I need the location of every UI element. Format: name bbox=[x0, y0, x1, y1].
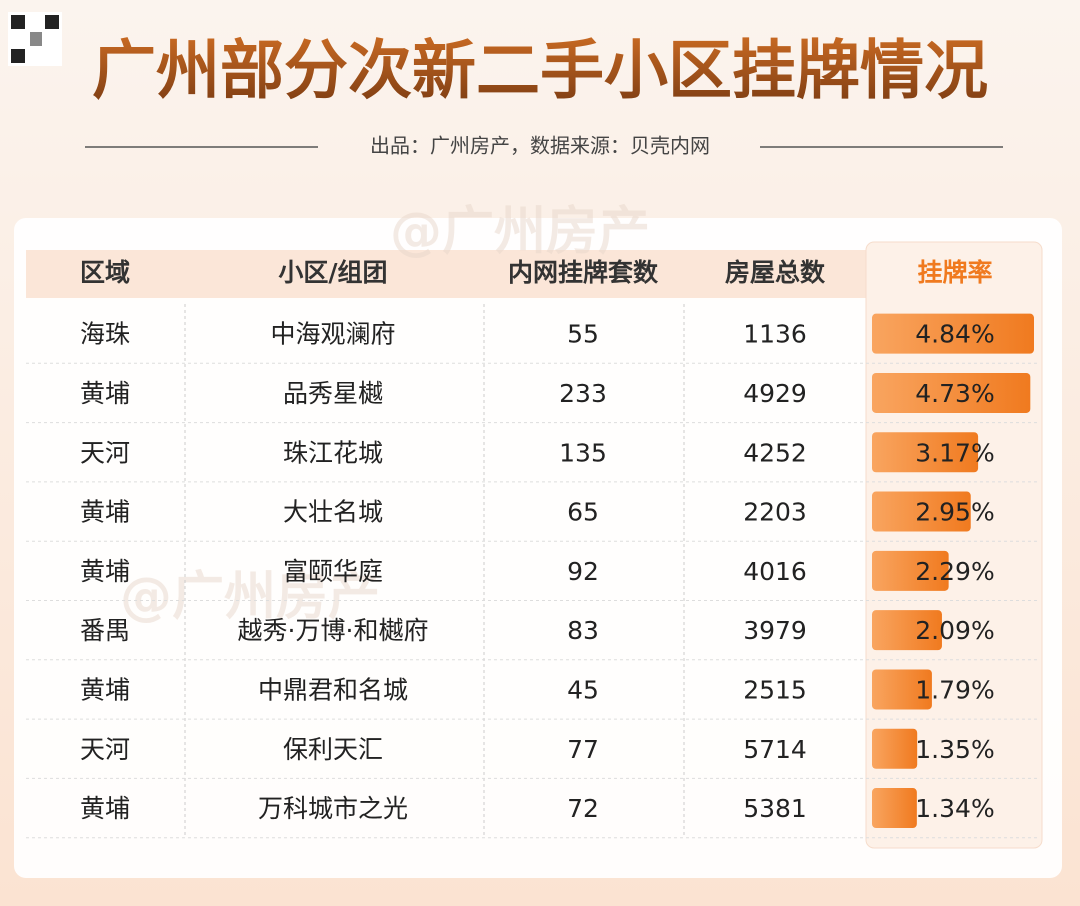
rate-label: 3.17% bbox=[915, 438, 994, 467]
cell: 黄埔 bbox=[80, 498, 130, 527]
cell: 4252 bbox=[743, 438, 807, 467]
cell: 5381 bbox=[743, 794, 807, 823]
watermark: @广州房产 bbox=[390, 202, 650, 262]
cell: 万科城市之光 bbox=[258, 794, 408, 823]
cell: 2203 bbox=[743, 498, 807, 527]
cell: 72 bbox=[567, 794, 599, 823]
cell: 大壮名城 bbox=[283, 498, 383, 527]
rate-label: 2.29% bbox=[915, 557, 994, 586]
cell: 中海观澜府 bbox=[270, 320, 395, 349]
cell: 233 bbox=[559, 379, 607, 408]
cell: 5714 bbox=[743, 735, 807, 764]
cell: 4929 bbox=[743, 379, 807, 408]
cell: 2515 bbox=[743, 675, 807, 704]
rate-bar bbox=[872, 313, 1034, 354]
cell: 越秀·万博·和樾府 bbox=[238, 616, 429, 645]
rate-label: 4.84% bbox=[915, 320, 994, 349]
cell: 77 bbox=[567, 735, 599, 764]
rate-bar bbox=[872, 550, 949, 591]
cell: 海珠 bbox=[80, 320, 130, 349]
rate-label: 1.34% bbox=[915, 794, 994, 823]
rate-bar bbox=[872, 432, 979, 473]
rate-bar bbox=[872, 669, 932, 710]
rate-label: 2.95% bbox=[915, 498, 994, 527]
cell: 中鼎君和名城 bbox=[258, 675, 408, 704]
rate-label: 1.35% bbox=[915, 735, 994, 764]
cell: 富颐华庭 bbox=[283, 557, 383, 586]
cell: 1136 bbox=[743, 320, 807, 349]
rate-label: 4.73% bbox=[915, 379, 994, 408]
cell: 黄埔 bbox=[80, 794, 130, 823]
rate-bar bbox=[872, 491, 971, 532]
rate-bar bbox=[872, 610, 942, 651]
cell: 83 bbox=[567, 616, 599, 645]
cell: 黄埔 bbox=[80, 557, 130, 586]
column-header: 内网挂牌套数 bbox=[508, 258, 659, 287]
cell: 珠江花城 bbox=[283, 438, 383, 467]
cell: 番禺 bbox=[80, 616, 130, 645]
card bbox=[14, 218, 1062, 878]
cell: 45 bbox=[567, 675, 599, 704]
qr-code bbox=[8, 12, 62, 66]
cell: 4016 bbox=[743, 557, 807, 586]
watermark: @广州房产 bbox=[120, 567, 380, 627]
cell: 品秀星樾 bbox=[283, 379, 383, 408]
rate-label: 1.79% bbox=[915, 675, 994, 704]
rate-label: 2.09% bbox=[915, 616, 994, 645]
cell: 3979 bbox=[743, 616, 807, 645]
cell: 65 bbox=[567, 498, 599, 527]
subtitle: 出品：广州房产，数据来源：贝壳内网 bbox=[370, 134, 710, 158]
cell: 92 bbox=[567, 557, 599, 586]
rate-bar bbox=[872, 728, 918, 769]
cell: 天河 bbox=[80, 735, 130, 764]
cell: 55 bbox=[567, 320, 599, 349]
cell: 天河 bbox=[80, 438, 130, 467]
rate-bar bbox=[872, 788, 917, 829]
title: 广州部分次新二手小区挂牌情况 bbox=[92, 35, 988, 109]
column-header: 挂牌率 bbox=[917, 258, 992, 287]
column-header: 区域 bbox=[80, 258, 130, 287]
cell: 135 bbox=[559, 438, 607, 467]
header-row bbox=[26, 250, 866, 298]
cell: 保利天汇 bbox=[283, 735, 383, 764]
column-header: 小区/组团 bbox=[278, 258, 387, 287]
cell: 黄埔 bbox=[80, 675, 130, 704]
column-header: 房屋总数 bbox=[725, 258, 826, 287]
cell: 黄埔 bbox=[80, 379, 130, 408]
rate-bar bbox=[872, 372, 1031, 413]
